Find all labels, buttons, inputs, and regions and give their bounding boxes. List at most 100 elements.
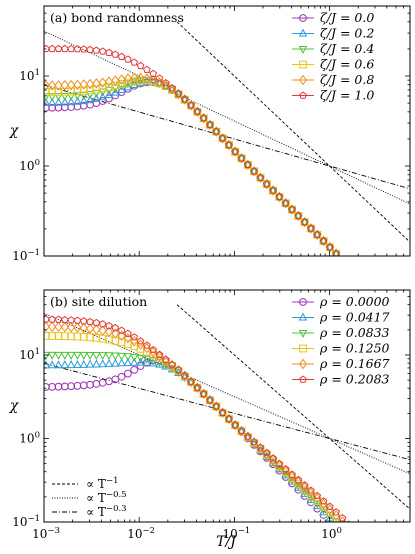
data-point (339, 258, 346, 264)
data-point (124, 369, 132, 378)
data-point (54, 97, 63, 106)
panel-label: (a) bond randomness (50, 10, 184, 25)
data-point (73, 332, 82, 341)
data-point (294, 482, 303, 491)
data-point (44, 321, 50, 332)
data-point (161, 355, 170, 366)
data-point (79, 96, 88, 105)
data-point (48, 44, 57, 53)
data-point (86, 317, 94, 326)
data-point (256, 443, 265, 451)
data-point (161, 355, 170, 363)
data-point (92, 318, 101, 327)
data-point (307, 224, 315, 232)
data-point (73, 322, 82, 333)
legend-marker (299, 91, 307, 99)
data-point (60, 80, 69, 91)
data-point (73, 359, 82, 368)
data-point (123, 82, 133, 91)
y-axis-label: χ (9, 398, 20, 414)
data-point (342, 255, 343, 256)
data-point (117, 82, 126, 91)
data-point (79, 332, 88, 341)
reference-line-dashed (176, 21, 410, 243)
data-point (48, 332, 57, 340)
legend-marker (299, 298, 307, 306)
data-point (288, 470, 296, 478)
data-point (105, 377, 113, 386)
data-point (54, 315, 63, 323)
data-point (275, 464, 284, 473)
legend-marker (299, 60, 307, 69)
data-point (54, 44, 63, 53)
data-point (136, 354, 145, 363)
legend-label: ρ = 0.1250 (319, 341, 390, 356)
data-point (180, 96, 189, 105)
data-point (60, 97, 70, 106)
data-point (48, 315, 57, 323)
data-point (250, 437, 259, 448)
data-point (47, 93, 57, 102)
data-point (54, 360, 63, 369)
axes-frame (43, 5, 411, 257)
data-point (294, 212, 303, 221)
data-point (79, 322, 88, 334)
data-point (212, 128, 221, 137)
data-point (275, 193, 284, 202)
data-point (111, 328, 120, 339)
data-point (73, 92, 82, 101)
data-point (199, 115, 208, 124)
data-point (98, 325, 107, 336)
data-point (67, 322, 76, 333)
data-point (174, 88, 183, 100)
data-point (117, 330, 126, 342)
data-point (275, 459, 284, 467)
data-point (136, 337, 145, 345)
data-point (142, 357, 152, 366)
data-point (117, 326, 126, 334)
data-point (92, 78, 101, 89)
data-point (117, 84, 126, 94)
y-axis-label: χ (9, 123, 20, 139)
data-point (287, 470, 297, 482)
data-point (149, 74, 158, 86)
data-point (130, 357, 139, 366)
data-point (174, 89, 183, 98)
data-point (130, 58, 139, 66)
data-point (275, 192, 284, 201)
data-point (98, 378, 107, 387)
data-point (79, 79, 88, 90)
data-point (218, 408, 227, 416)
data-point (174, 365, 183, 376)
data-point (174, 365, 183, 374)
data-point (262, 181, 271, 190)
data-point (313, 230, 322, 238)
data-point (142, 355, 152, 364)
data-point (281, 465, 290, 473)
reference-legend-label: ∝ T−0.3 (86, 504, 127, 519)
data-point (281, 200, 290, 209)
data-point (161, 79, 170, 87)
x-tick-label: 10−2 (127, 526, 155, 541)
data-point (117, 358, 126, 367)
data-point (136, 78, 145, 87)
data-point (111, 50, 120, 58)
data-point (269, 186, 277, 194)
data-point (193, 385, 202, 394)
data-point (105, 48, 113, 56)
data-point (92, 380, 101, 388)
data-point (104, 326, 114, 338)
data-point (199, 114, 208, 122)
data-point (67, 382, 76, 391)
data-point (117, 352, 126, 361)
data-point (345, 524, 352, 533)
data-point (136, 357, 145, 366)
data-point (225, 414, 233, 423)
data-point (155, 350, 164, 358)
legend-label: ρ = 0.1667 (319, 356, 390, 371)
panel-label: (b) site dilution (50, 294, 147, 309)
data-point (104, 352, 114, 361)
data-point (142, 73, 151, 84)
x-tick-label: 10−1 (222, 526, 250, 541)
data-point (136, 61, 145, 70)
